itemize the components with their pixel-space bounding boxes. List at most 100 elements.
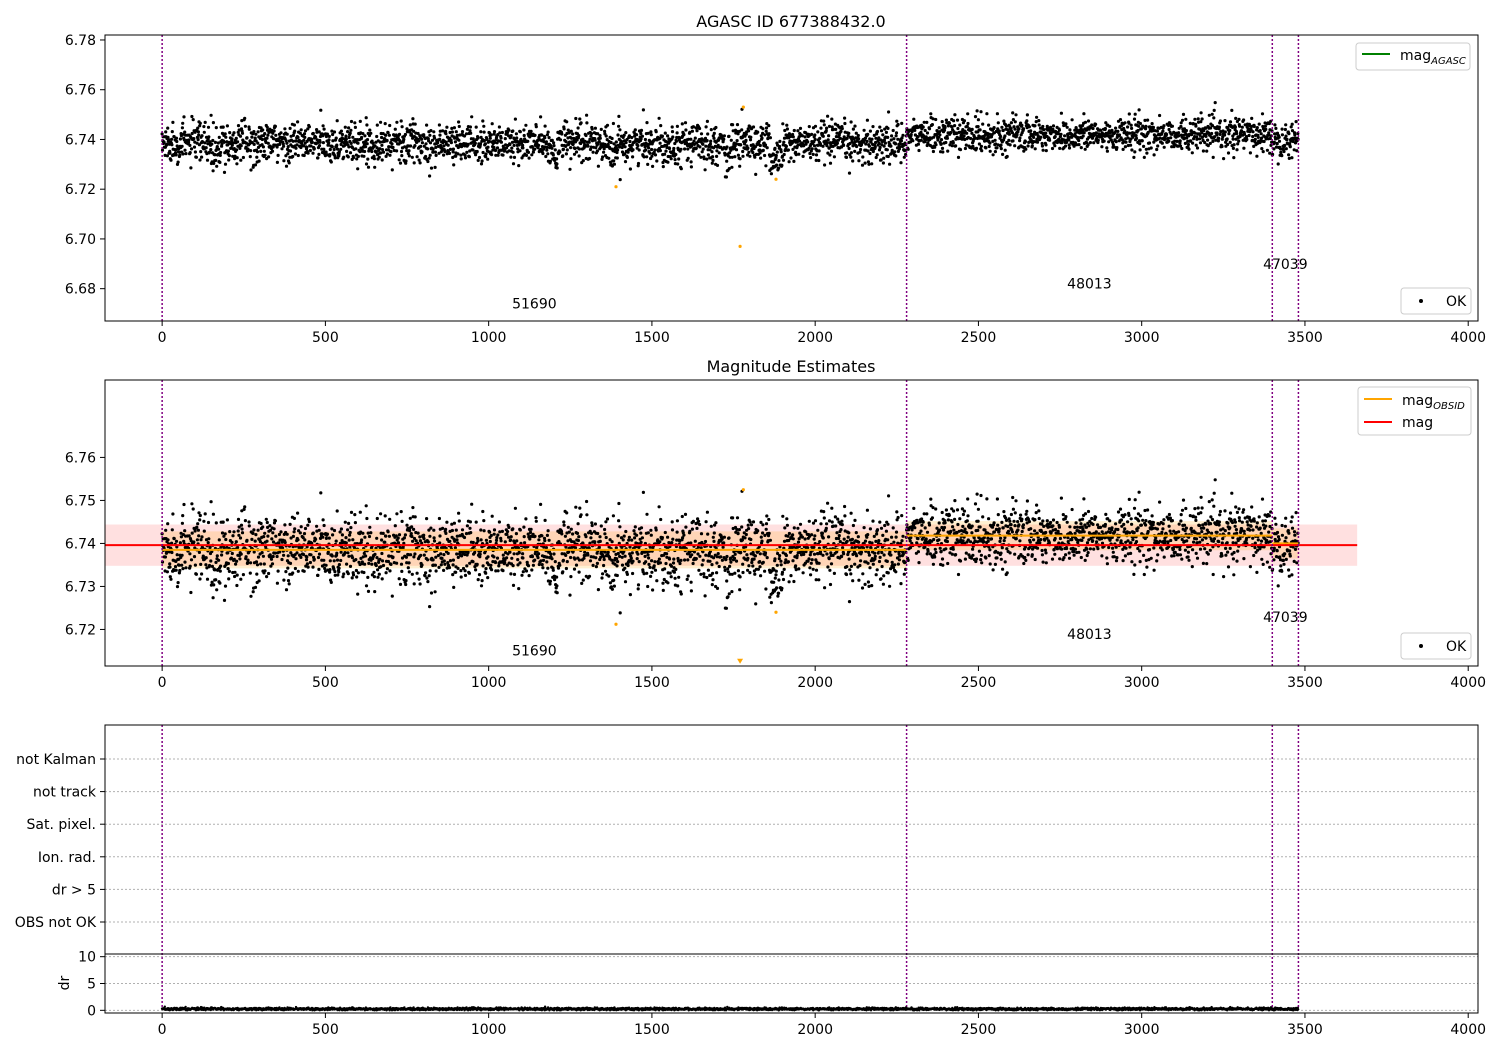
data-point <box>284 139 288 143</box>
data-point <box>562 520 566 524</box>
data-point <box>412 129 416 133</box>
data-point <box>624 140 628 145</box>
data-point <box>1233 125 1237 129</box>
data-point <box>600 157 604 161</box>
data-point <box>500 529 504 534</box>
data-point <box>239 144 243 148</box>
y-tick-label: 6.76 <box>65 83 96 99</box>
data-point <box>996 121 1000 125</box>
data-point <box>379 512 383 516</box>
data-point <box>828 161 833 165</box>
data-point <box>347 126 351 130</box>
data-point <box>609 140 613 145</box>
data-point <box>170 550 174 555</box>
data-point <box>375 134 379 139</box>
data-point <box>189 558 194 562</box>
data-point <box>1201 149 1205 153</box>
data-point <box>1082 112 1086 116</box>
data-point <box>298 531 302 535</box>
data-point <box>704 125 708 129</box>
data-point <box>881 133 885 137</box>
data-point <box>344 541 348 545</box>
data-point <box>679 147 683 151</box>
data-point <box>422 533 426 537</box>
data-point <box>437 123 441 127</box>
data-point <box>782 136 787 140</box>
data-point <box>175 553 179 557</box>
data-point <box>894 134 898 138</box>
data-point <box>792 128 796 133</box>
data-point <box>973 115 978 119</box>
data-point <box>236 124 241 128</box>
data-point <box>1193 117 1197 121</box>
data-point <box>434 153 438 157</box>
data-point <box>620 563 625 567</box>
data-point <box>575 531 580 536</box>
data-point <box>476 578 480 582</box>
data-point <box>334 136 338 140</box>
data-point <box>407 154 411 158</box>
data-point <box>886 126 890 130</box>
data-point <box>223 584 228 588</box>
data-point <box>183 148 187 152</box>
data-point <box>171 120 175 124</box>
data-point <box>530 568 534 572</box>
data-point <box>424 154 428 159</box>
data-point <box>471 560 475 564</box>
data-point <box>825 126 829 130</box>
data-point <box>705 157 709 161</box>
data-point <box>758 151 762 155</box>
data-point <box>399 119 403 123</box>
data-point <box>212 161 216 165</box>
data-point <box>753 155 757 159</box>
data-point <box>546 529 550 533</box>
data-point <box>628 167 633 171</box>
data-point <box>287 582 291 586</box>
data-point <box>328 153 332 157</box>
data-point <box>469 131 473 135</box>
data-point <box>1280 133 1284 137</box>
data-point <box>648 140 652 144</box>
data-point <box>425 576 429 580</box>
data-point <box>326 550 330 554</box>
data-point <box>582 556 586 560</box>
data-point <box>517 164 521 168</box>
data-point <box>524 569 529 573</box>
data-point <box>763 133 767 137</box>
data-point <box>428 569 432 573</box>
data-point <box>399 149 404 154</box>
data-point <box>329 160 333 164</box>
data-point <box>1134 134 1138 138</box>
data-point <box>233 570 237 574</box>
data-point <box>1144 124 1148 128</box>
data-point <box>344 536 348 540</box>
data-point <box>339 550 343 554</box>
data-point <box>598 539 602 544</box>
data-point <box>391 555 395 559</box>
data-point <box>574 505 578 509</box>
data-point <box>291 133 295 137</box>
data-point <box>266 141 270 145</box>
data-point <box>418 161 422 165</box>
data-point <box>1284 147 1288 151</box>
data-point <box>604 134 608 138</box>
data-point <box>211 512 215 516</box>
data-point <box>331 533 335 537</box>
data-point <box>247 127 251 131</box>
data-point <box>558 563 562 567</box>
data-point <box>509 535 513 539</box>
data-point <box>497 564 501 568</box>
data-point <box>767 124 771 128</box>
data-point <box>373 552 377 557</box>
data-point <box>184 152 188 156</box>
data-point <box>196 522 200 526</box>
data-point <box>302 138 306 142</box>
data-point <box>411 539 415 543</box>
data-point <box>260 137 264 142</box>
data-point <box>256 130 260 134</box>
data-point <box>463 156 468 160</box>
data-point <box>631 148 635 152</box>
data-point <box>170 143 174 147</box>
data-point <box>545 148 549 152</box>
data-point <box>796 129 800 133</box>
